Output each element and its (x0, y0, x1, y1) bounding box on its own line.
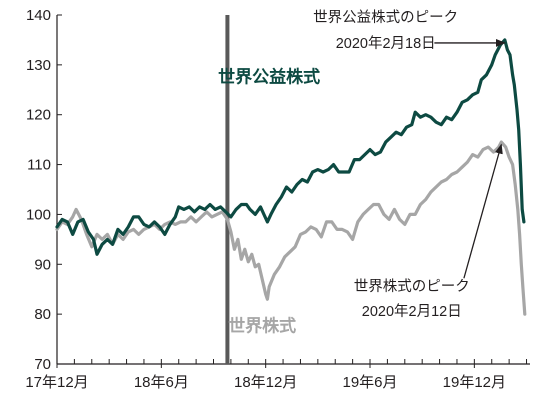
annotation-reit_peak-line: 2020年2月18日 (336, 35, 436, 52)
y-tick-label: 130 (26, 57, 51, 74)
series-line-equity (55, 140, 527, 316)
series-line-reit (55, 38, 526, 256)
x-tick-label: 17年12月 (25, 374, 88, 391)
annotation-arrow-equity_peak (463, 143, 503, 279)
y-tick-label: 90 (34, 256, 51, 273)
series-label-equity: 世界株式 (228, 316, 296, 336)
x-tick-label: 19年12月 (443, 374, 506, 391)
y-tick-label: 120 (26, 107, 51, 124)
y-tick-label: 110 (27, 157, 51, 174)
y-tick-label: 100 (26, 206, 51, 223)
x-axis: 17年12月 18年6月 18年12月 19年6月 19年12月 (25, 359, 530, 391)
x-tick-label: 19年6月 (342, 374, 397, 391)
y-tick-label: 80 (34, 306, 51, 323)
annotation-equity_peak-line: 世界株式のピーク (354, 278, 470, 295)
series-lines (55, 38, 527, 316)
y-tick-label: 140 (26, 7, 51, 24)
y-axis: 70 80 90 100 110 120 130 140 (26, 7, 62, 373)
y-tick-label: 70 (34, 356, 51, 373)
annotation-reit_peak-line: 世界公益株式のピーク (313, 9, 458, 26)
x-tick-label: 18年12月 (234, 374, 297, 391)
annotation-equity_peak-line: 2020年2月12日 (362, 303, 462, 320)
series-label-reit: 世界公益株式 (218, 66, 320, 86)
x-tick-label: 18年6月 (134, 374, 189, 391)
